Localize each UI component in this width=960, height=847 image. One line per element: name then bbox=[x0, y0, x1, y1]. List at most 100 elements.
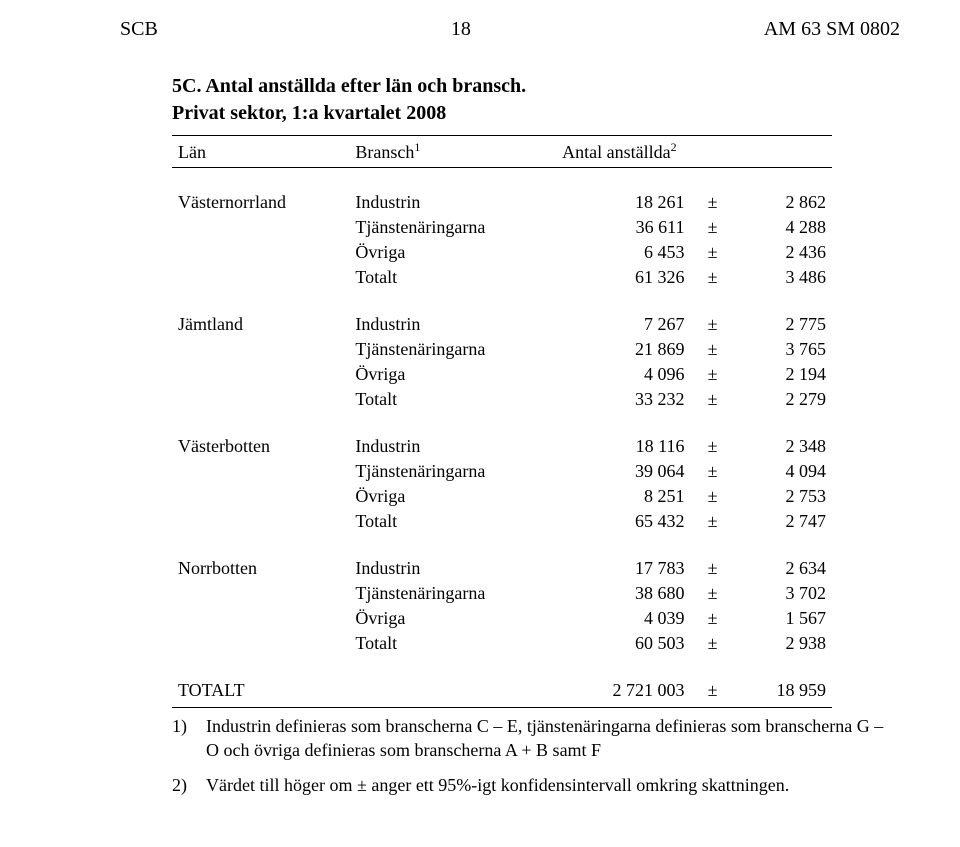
cell-value: 4 039 bbox=[556, 606, 690, 631]
cell-value: 4 096 bbox=[556, 362, 690, 387]
cell-plus-minus: ± bbox=[690, 509, 734, 534]
table-row: Övriga8 251±2 753 bbox=[172, 484, 832, 509]
cell-value: 2 721 003 bbox=[556, 678, 690, 708]
cell-lan bbox=[172, 581, 349, 606]
spacer-cell bbox=[690, 168, 734, 191]
title-line-2: Privat sektor, 1:a kvartalet 2008 bbox=[172, 100, 852, 127]
spacer-cell bbox=[556, 168, 690, 191]
col-header-antal-sup: 2 bbox=[671, 140, 677, 154]
running-head-right: AM 63 SM 0802 bbox=[764, 18, 900, 41]
cell-value: 18 116 bbox=[556, 434, 690, 459]
spacer-cell bbox=[556, 412, 690, 434]
table-row: Totalt60 503±2 938 bbox=[172, 631, 832, 656]
cell-bransch: Totalt bbox=[349, 509, 556, 534]
cell-value: 7 267 bbox=[556, 312, 690, 337]
cell-value: 33 232 bbox=[556, 387, 690, 412]
table-row: Totalt65 432±2 747 bbox=[172, 509, 832, 534]
cell-plus-minus: ± bbox=[690, 678, 734, 708]
spacer-cell bbox=[172, 290, 349, 312]
cell-grand-total-label: TOTALT bbox=[172, 678, 349, 708]
table-row: JämtlandIndustrin7 267±2 775 bbox=[172, 312, 832, 337]
cell-lan: Jämtland bbox=[172, 312, 349, 337]
cell-error: 2 194 bbox=[735, 362, 832, 387]
spacer-cell bbox=[172, 656, 349, 678]
cell-error: 18 959 bbox=[735, 678, 832, 708]
table-row: NorrbottenIndustrin17 783±2 634 bbox=[172, 556, 832, 581]
cell-plus-minus: ± bbox=[690, 312, 734, 337]
cell-plus-minus: ± bbox=[690, 265, 734, 290]
cell-bransch: Övriga bbox=[349, 240, 556, 265]
cell-bransch: Tjänstenäringarna bbox=[349, 337, 556, 362]
cell-error: 3 486 bbox=[735, 265, 832, 290]
table-row: Övriga4 096±2 194 bbox=[172, 362, 832, 387]
spacer-cell bbox=[349, 290, 556, 312]
footnote: 2)Värdet till höger om ± anger ett 95%-i… bbox=[172, 773, 892, 797]
running-head: SCB 18 AM 63 SM 0802 bbox=[120, 18, 900, 41]
cell-plus-minus: ± bbox=[690, 190, 734, 215]
cell-plus-minus: ± bbox=[690, 387, 734, 412]
cell-error: 3 765 bbox=[735, 337, 832, 362]
table-row bbox=[172, 534, 832, 556]
cell-value: 65 432 bbox=[556, 509, 690, 534]
cell-value: 6 453 bbox=[556, 240, 690, 265]
cell-plus-minus: ± bbox=[690, 606, 734, 631]
table-row bbox=[172, 168, 832, 191]
cell-bransch: Industrin bbox=[349, 556, 556, 581]
cell-lan bbox=[172, 484, 349, 509]
cell-bransch: Industrin bbox=[349, 190, 556, 215]
cell-error: 2 348 bbox=[735, 434, 832, 459]
spacer-cell bbox=[690, 656, 734, 678]
spacer-cell bbox=[690, 412, 734, 434]
table-header-row: Län Bransch1 Antal anställda2 bbox=[172, 136, 832, 168]
cell-lan bbox=[172, 509, 349, 534]
cell-value: 36 611 bbox=[556, 215, 690, 240]
cell-error: 1 567 bbox=[735, 606, 832, 631]
cell-lan bbox=[172, 606, 349, 631]
cell-value: 21 869 bbox=[556, 337, 690, 362]
cell-bransch: Övriga bbox=[349, 484, 556, 509]
cell-plus-minus: ± bbox=[690, 240, 734, 265]
cell-lan: Norrbotten bbox=[172, 556, 349, 581]
table-row: Totalt61 326±3 486 bbox=[172, 265, 832, 290]
cell-error: 2 747 bbox=[735, 509, 832, 534]
cell-bransch: Övriga bbox=[349, 362, 556, 387]
table-row bbox=[172, 656, 832, 678]
cell-value: 60 503 bbox=[556, 631, 690, 656]
cell-plus-minus: ± bbox=[690, 337, 734, 362]
cell-plus-minus: ± bbox=[690, 556, 734, 581]
table-row: TOTALT 2 721 003±18 959 bbox=[172, 678, 832, 708]
cell-bransch: Tjänstenäringarna bbox=[349, 459, 556, 484]
cell-plus-minus: ± bbox=[690, 631, 734, 656]
footnote-number: 2) bbox=[172, 773, 206, 797]
spacer-cell bbox=[735, 412, 832, 434]
footnote-text: Värdet till höger om ± anger ett 95%-igt… bbox=[206, 773, 892, 797]
cell-bransch: Övriga bbox=[349, 606, 556, 631]
cell-lan bbox=[172, 631, 349, 656]
spacer-cell bbox=[349, 168, 556, 191]
cell-lan bbox=[172, 459, 349, 484]
cell-value: 17 783 bbox=[556, 556, 690, 581]
table-row: Tjänstenäringarna39 064±4 094 bbox=[172, 459, 832, 484]
cell-error: 2 634 bbox=[735, 556, 832, 581]
cell-lan bbox=[172, 362, 349, 387]
cell-value: 38 680 bbox=[556, 581, 690, 606]
spacer-cell bbox=[556, 656, 690, 678]
cell-bransch bbox=[349, 678, 556, 708]
spacer-cell bbox=[735, 168, 832, 191]
table-row: VästerbottenIndustrin18 116±2 348 bbox=[172, 434, 832, 459]
spacer-cell bbox=[735, 534, 832, 556]
spacer-cell bbox=[349, 534, 556, 556]
spacer-cell bbox=[735, 656, 832, 678]
spacer-cell bbox=[172, 412, 349, 434]
cell-value: 8 251 bbox=[556, 484, 690, 509]
spacer-cell bbox=[349, 412, 556, 434]
cell-error: 4 094 bbox=[735, 459, 832, 484]
cell-value: 61 326 bbox=[556, 265, 690, 290]
footnote-text: Industrin definieras som branscherna C –… bbox=[206, 714, 892, 763]
table-row: Tjänstenäringarna38 680±3 702 bbox=[172, 581, 832, 606]
spacer-cell bbox=[690, 534, 734, 556]
cell-lan bbox=[172, 240, 349, 265]
cell-bransch: Industrin bbox=[349, 312, 556, 337]
cell-bransch: Totalt bbox=[349, 265, 556, 290]
cell-error: 2 938 bbox=[735, 631, 832, 656]
